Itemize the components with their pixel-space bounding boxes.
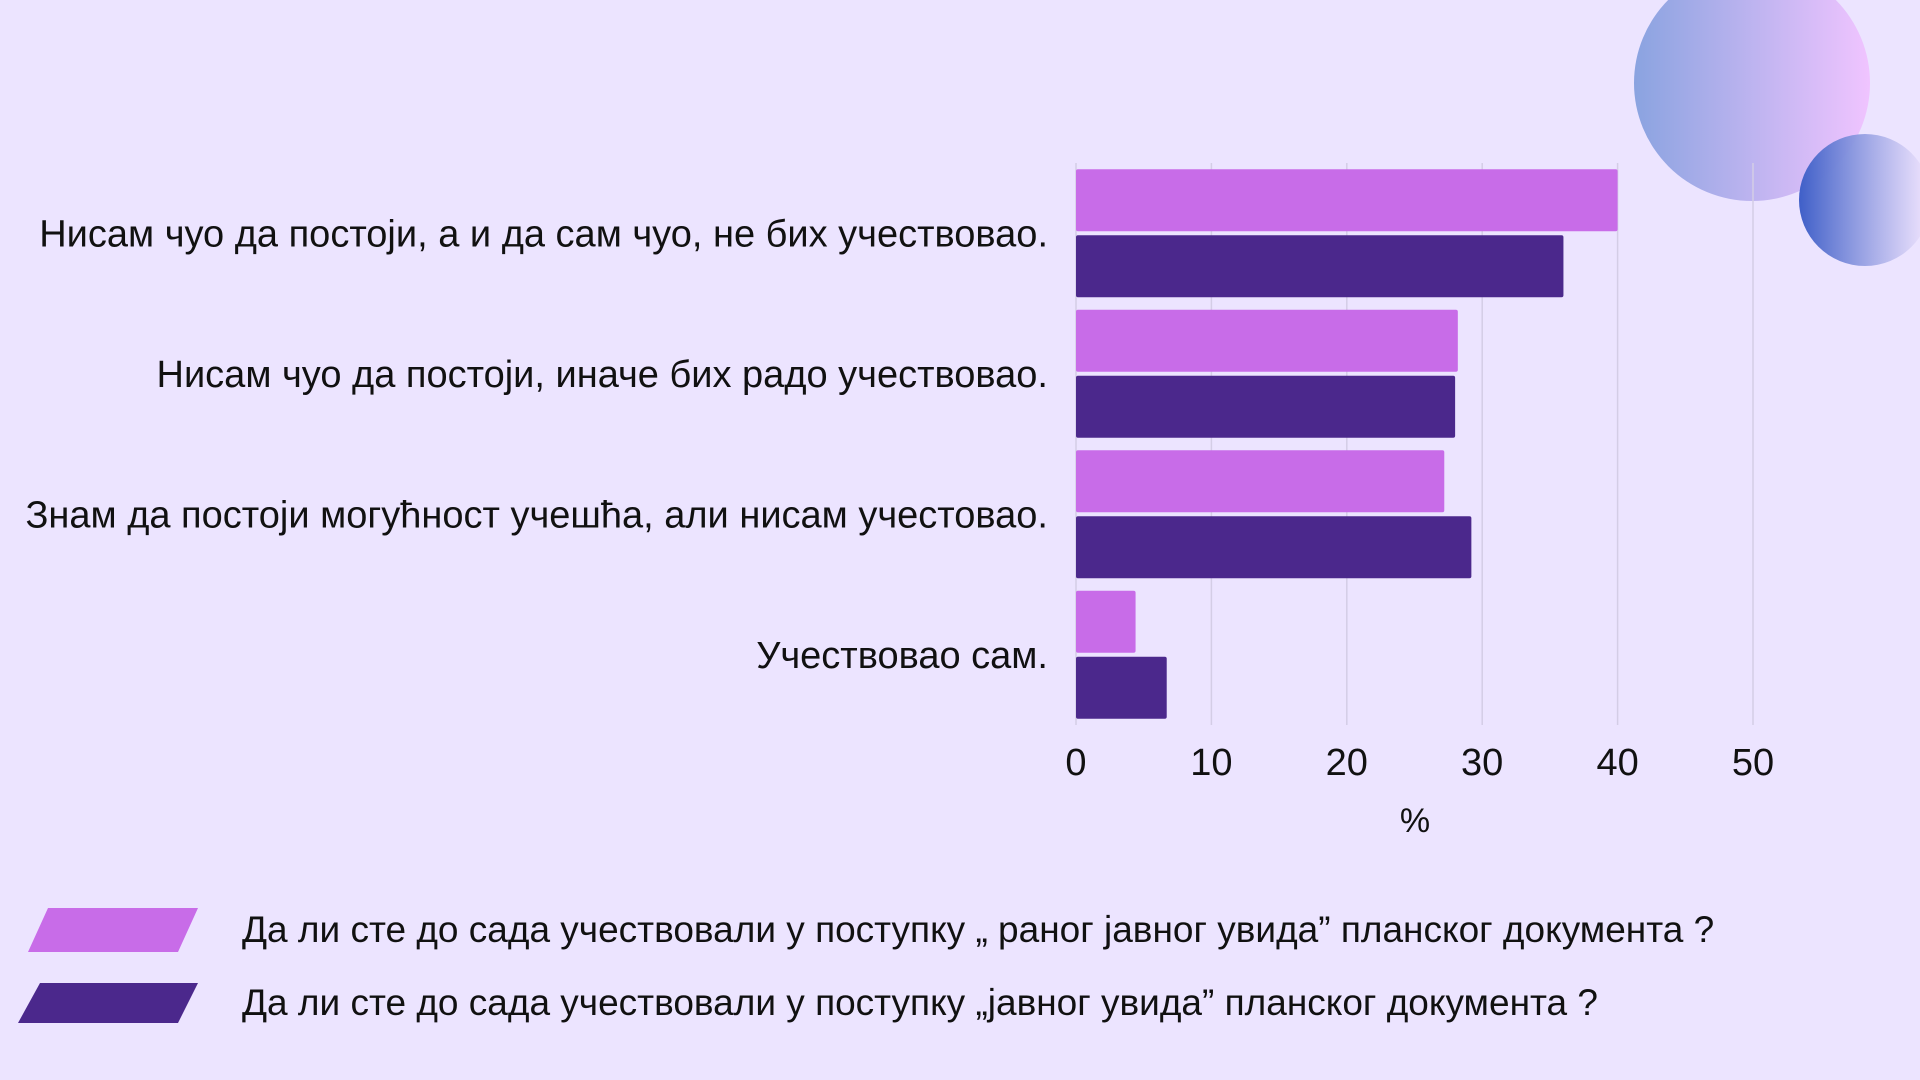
x-tick-label: 0	[1065, 742, 1086, 784]
x-tick-label: 30	[1461, 742, 1503, 784]
legend-label-series-2: Да ли сте до сада учествовали у поступку…	[242, 982, 1598, 1023]
legend-swatch-series-2	[18, 983, 198, 1023]
bar-series-1-category-1	[1076, 169, 1618, 232]
bar-series-2-category-4	[1076, 656, 1167, 719]
x-tick-label: 40	[1596, 742, 1638, 784]
bar-series-2-category-2	[1076, 375, 1456, 438]
x-axis-label: %	[1400, 802, 1430, 840]
category-label: Нисам чуо да постоји, иначе бих радо уче…	[157, 354, 1048, 396]
category-label: Нисам чуо да постоји, а и да сам чуо, не…	[39, 213, 1048, 255]
bar-series-1-category-4	[1076, 590, 1136, 653]
bar-series-1-category-2	[1076, 309, 1458, 372]
category-label: Учествовао сам.	[756, 635, 1048, 677]
decor-circle-small	[1799, 134, 1920, 266]
legend-label-series-1: Да ли сте до сада учествовали у поступку…	[242, 909, 1714, 950]
x-tick-label: 50	[1732, 742, 1774, 784]
legend-swatch-series-1	[28, 908, 198, 952]
bar-series-2-category-3	[1076, 516, 1472, 579]
x-tick-label: 20	[1326, 742, 1368, 784]
category-label: Знам да постоји могућност учешћа, али ни…	[25, 494, 1048, 536]
decor-circle-large	[1634, 0, 1870, 201]
bar-series-2-category-1	[1076, 235, 1564, 298]
bar-series-1-category-3	[1076, 450, 1445, 513]
x-tick-label: 10	[1190, 742, 1232, 784]
